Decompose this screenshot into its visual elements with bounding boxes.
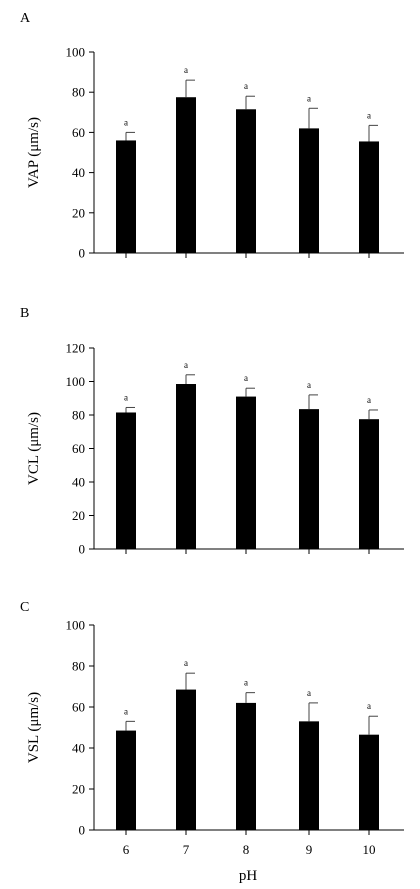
y-tick-label: 20 <box>72 508 85 523</box>
significance-label: a <box>184 65 188 75</box>
x-tick-label: 9 <box>306 842 313 857</box>
panel-label: B <box>20 306 29 321</box>
y-tick-label: 60 <box>72 441 85 456</box>
significance-label: a <box>124 706 128 716</box>
y-tick-label: 40 <box>72 741 85 756</box>
y-axis-title: VAP (μm/s) <box>26 117 42 188</box>
significance-label: a <box>184 360 188 370</box>
significance-label: a <box>367 395 371 405</box>
chart-panel-c: C 0 20 40 60 80 100 VSL (μm/s) a 6 a 7 a 8 a 9 a 10 pH <box>20 600 404 884</box>
y-tick-label: 0 <box>79 823 86 838</box>
bar <box>116 140 136 253</box>
bar <box>176 97 196 253</box>
significance-label: a <box>307 93 311 103</box>
panel-label: A <box>20 11 31 26</box>
x-tick-label: 10 <box>363 842 376 857</box>
y-tick-label: 100 <box>66 374 86 389</box>
bar <box>299 409 319 549</box>
y-tick-label: 120 <box>66 341 86 356</box>
y-tick-label: 20 <box>72 205 85 220</box>
y-tick-label: 60 <box>72 700 85 715</box>
chart-panel-a: A 0 20 40 60 80 100 VAP (μm/s) a a a a a <box>20 11 404 261</box>
y-tick-label: 80 <box>72 659 85 674</box>
panel-label: C <box>20 600 29 615</box>
bar <box>299 128 319 253</box>
significance-label: a <box>367 701 371 711</box>
y-tick-label: 0 <box>79 246 86 261</box>
y-tick-label: 40 <box>72 165 85 180</box>
bar <box>299 721 319 830</box>
y-axis-title: VCL (μm/s) <box>26 412 42 485</box>
bar <box>236 702 256 830</box>
y-tick-label: 20 <box>72 782 85 797</box>
significance-label: a <box>244 373 248 383</box>
bar <box>116 412 136 549</box>
bar <box>359 141 379 253</box>
significance-label: a <box>184 658 188 668</box>
bar <box>116 730 136 830</box>
y-tick-label: 80 <box>72 85 85 100</box>
y-tick-label: 100 <box>66 45 86 60</box>
bar <box>176 384 196 549</box>
significance-label: a <box>307 688 311 698</box>
y-tick-label: 40 <box>72 475 85 490</box>
significance-label: a <box>367 110 371 120</box>
x-tick-label: 8 <box>243 842 250 857</box>
x-axis-title: pH <box>239 868 258 884</box>
x-tick-label: 6 <box>123 842 130 857</box>
y-tick-label: 60 <box>72 125 85 140</box>
significance-label: a <box>124 117 128 127</box>
y-tick-label: 100 <box>66 618 86 633</box>
y-axis-title: VSL (μm/s) <box>26 692 42 763</box>
significance-label: a <box>124 392 128 402</box>
significance-label: a <box>244 678 248 688</box>
y-tick-label: 80 <box>72 408 85 423</box>
significance-label: a <box>244 81 248 91</box>
y-tick-label: 0 <box>79 542 86 557</box>
chart-panel-b: B 0 20 40 60 80 100 120 VCL (μm/s) a a a a a <box>20 306 404 557</box>
bar <box>236 109 256 253</box>
significance-label: a <box>307 380 311 390</box>
bar <box>359 734 379 830</box>
x-tick-label: 7 <box>183 842 190 857</box>
bar <box>236 396 256 549</box>
bar <box>359 419 379 549</box>
bar <box>176 689 196 830</box>
